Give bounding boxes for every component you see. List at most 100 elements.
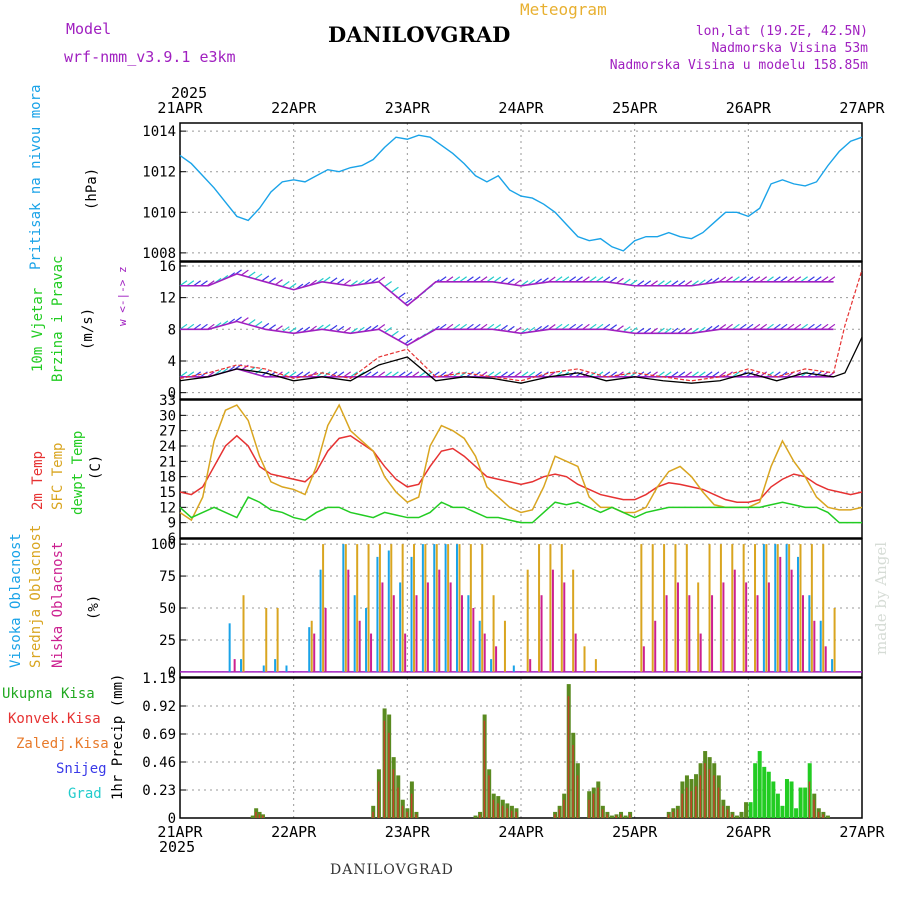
precip-frame — [179, 677, 863, 819]
precip-bar — [757, 751, 762, 818]
temp-line — [179, 434, 863, 503]
wind-barb — [275, 325, 283, 332]
wind-barb — [759, 276, 768, 283]
cloud-ytick-label: 0 — [168, 665, 176, 681]
wind-barb — [288, 327, 297, 334]
wind-barb — [404, 371, 413, 378]
wind-barb — [657, 280, 665, 287]
cloud-ytick-label: 50 — [159, 601, 176, 617]
wind-barb — [363, 371, 372, 378]
wind-barb — [200, 280, 208, 287]
cloud-panel: 0 25 50 75 100 — [151, 537, 863, 681]
precip-conv-bar — [510, 810, 513, 818]
precip-conv-bar — [808, 781, 811, 818]
cloud-bar — [819, 620, 822, 672]
cloud-bar — [685, 544, 688, 672]
precip-bar — [744, 802, 749, 818]
cloud-bar — [708, 544, 711, 672]
wind-barb — [813, 323, 822, 330]
wind-barb — [663, 371, 672, 378]
temp-ytick-label: 27 — [159, 424, 176, 440]
precip-bar — [766, 771, 771, 818]
wind-barb — [636, 327, 645, 334]
pressure-ytick-label: 1014 — [142, 124, 176, 140]
wind-barb — [384, 326, 392, 333]
wind-barb — [391, 286, 399, 293]
wind-barb — [643, 280, 652, 287]
wind-barb — [725, 323, 733, 330]
cloud-bar — [390, 544, 393, 672]
precip-conv-bar — [606, 814, 608, 818]
wind-barb — [609, 324, 618, 331]
wind-barb — [391, 330, 399, 337]
cloud-bar — [742, 544, 745, 672]
cloud-bar — [392, 595, 395, 672]
wind-barb — [575, 323, 583, 330]
cloud-bar — [262, 665, 265, 672]
precip-conv-bar — [667, 814, 670, 818]
wind-barb — [779, 276, 788, 283]
wind-barb — [534, 371, 542, 378]
precip-bar — [734, 815, 739, 818]
wind-ytick-label: 0 — [168, 386, 176, 402]
wind-barb — [179, 323, 188, 330]
cloud-bar — [240, 659, 243, 672]
wind-barb — [547, 371, 556, 378]
cloud-bar — [481, 544, 484, 672]
wind-barb — [554, 323, 563, 330]
precip-conv-bar — [258, 814, 261, 818]
wind-frame — [179, 261, 863, 400]
wind-barb — [472, 276, 481, 283]
wind-barb — [766, 323, 774, 330]
wind-barb — [261, 275, 270, 282]
wind-barb — [622, 326, 631, 333]
wind-barb — [595, 276, 604, 283]
wind-barb — [827, 276, 836, 283]
wind-barb — [397, 292, 406, 299]
wind-barb — [418, 371, 427, 378]
precip-ytick-label: 0 — [168, 811, 176, 827]
cloud-bar — [265, 608, 268, 672]
precip-conv-bar — [255, 811, 257, 818]
wind-barb — [466, 323, 474, 330]
cloud-bar — [444, 544, 447, 672]
precip-bar — [789, 781, 794, 818]
cloud-bar — [785, 544, 788, 672]
precip-conv-bar — [726, 809, 729, 818]
wind-barb — [554, 276, 563, 283]
precip-conv-bar — [690, 791, 692, 818]
precip-label-conv: Konvek.Kisa — [8, 711, 101, 727]
wind-barb — [636, 280, 645, 287]
wind-barb — [329, 324, 338, 331]
cloud-ytick-label: 25 — [159, 633, 176, 649]
wind-barb — [595, 323, 604, 330]
cloud-bar — [583, 646, 586, 672]
wind-ytick-label: 12 — [159, 291, 176, 307]
precip-conv-bar — [554, 814, 556, 818]
wind-panel: 0 4 8 12 16 — [159, 259, 863, 402]
location-title: DANILOVGRAD — [328, 22, 511, 47]
cloud-bar — [319, 569, 322, 672]
wind-barb — [616, 325, 624, 332]
wind-barb — [336, 325, 345, 332]
wind-barb — [745, 323, 754, 330]
wind-barb — [582, 276, 590, 283]
temp-frame — [179, 399, 863, 539]
cloud-bar — [642, 646, 645, 672]
cloud-bar — [447, 544, 450, 672]
cloud-bar — [663, 544, 666, 672]
wind-barb — [670, 280, 679, 287]
cloud-bar — [367, 544, 370, 672]
top-tick-label: 27APR — [839, 99, 885, 117]
wind-barb — [247, 271, 256, 278]
wind-barb — [582, 371, 590, 378]
cloud-bar — [822, 544, 825, 672]
wind-barb — [827, 323, 836, 330]
temp-line — [179, 496, 862, 524]
wind-barb — [370, 371, 379, 378]
wind-barb — [650, 371, 658, 378]
cloud-bar — [594, 659, 597, 672]
wind-gust-line — [179, 269, 863, 382]
wind-barb — [404, 298, 413, 305]
wind-barb — [507, 371, 515, 378]
